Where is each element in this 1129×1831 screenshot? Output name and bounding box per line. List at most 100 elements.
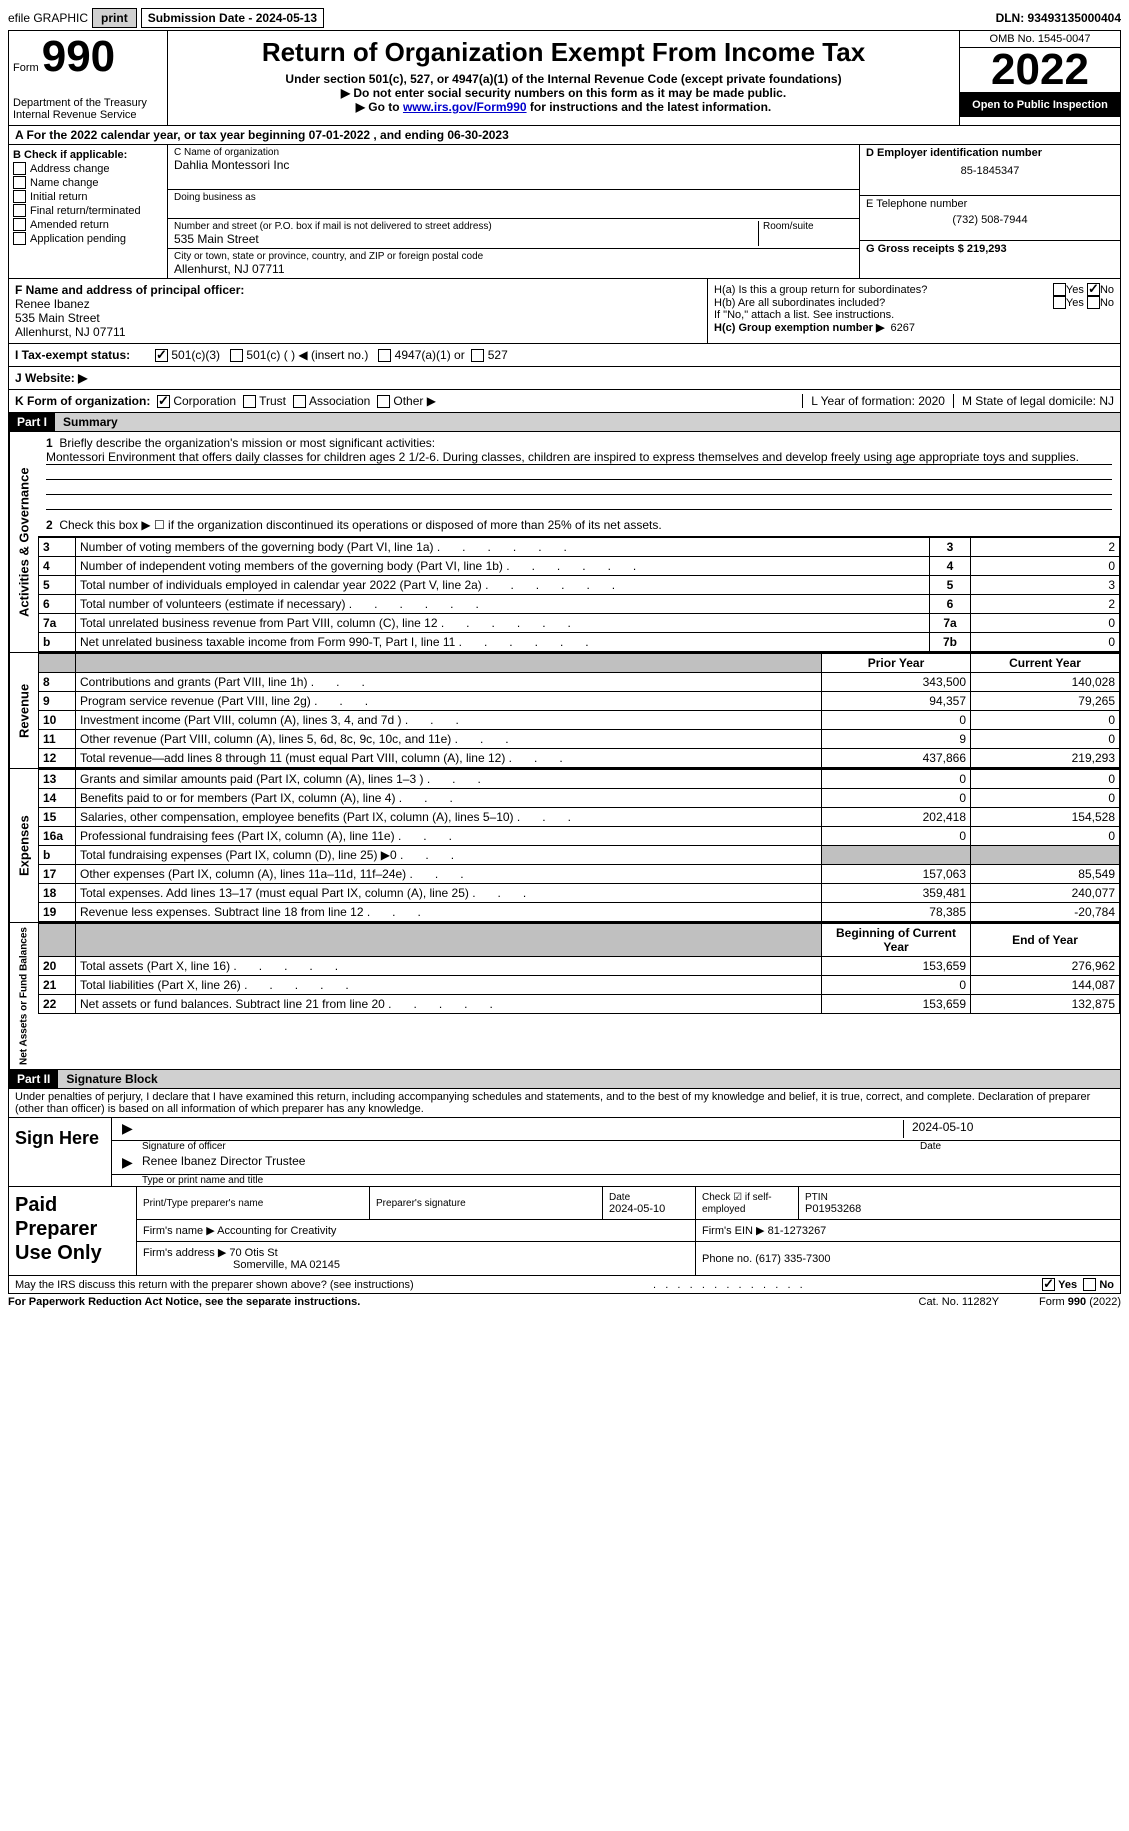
ha-label: H(a) Is this a group return for subordin…: [714, 284, 1053, 296]
b-label: B Check if applicable:: [13, 149, 163, 161]
mission-text: Montessori Environment that offers daily…: [46, 450, 1112, 465]
officer-addr1: 535 Main Street: [15, 311, 701, 325]
cb-assoc[interactable]: [293, 395, 306, 408]
cb-527[interactable]: [471, 349, 484, 362]
part1-header: Part I: [9, 413, 55, 431]
dept-label: Department of the Treasury: [13, 97, 163, 109]
line2-label: Check this box ▶ ☐ if the organization d…: [59, 518, 661, 532]
cb-final-return[interactable]: [13, 204, 26, 217]
cb-name-change[interactable]: [13, 176, 26, 189]
gov-table: 3Number of voting members of the governi…: [38, 537, 1120, 652]
net-table: Beginning of Current YearEnd of Year20To…: [38, 923, 1120, 1014]
hc-value: 6267: [891, 322, 915, 334]
e-label: E Telephone number: [866, 198, 1114, 210]
city-label: City or town, state or province, country…: [174, 251, 853, 262]
cb-initial-return[interactable]: [13, 190, 26, 203]
col-b-checkboxes: B Check if applicable: Address change Na…: [9, 145, 168, 278]
header-left: Form 990 Department of the Treasury Inte…: [9, 31, 168, 125]
m-state: M State of legal domicile: NJ: [953, 394, 1114, 408]
efile-label: efile GRAPHIC: [8, 11, 88, 25]
cb-hb-yes[interactable]: [1053, 296, 1066, 309]
col-c-identity: C Name of organization Dahlia Montessori…: [168, 145, 859, 278]
dba-label: Doing business as: [174, 192, 853, 203]
vert-net: Net Assets or Fund Balances: [9, 923, 38, 1069]
footer: For Paperwork Reduction Act Notice, see …: [8, 1294, 1121, 1310]
header-right: OMB No. 1545-0047 2022 Open to Public In…: [959, 31, 1120, 125]
date-label: Date: [920, 1141, 1120, 1152]
cb-ha-no[interactable]: [1087, 283, 1100, 296]
note-link: ▶ Go to www.irs.gov/Form990 for instruct…: [176, 100, 951, 114]
cb-ha-yes[interactable]: [1053, 283, 1066, 296]
line1-label: Briefly describe the organization's miss…: [59, 436, 435, 450]
officer-group-block: F Name and address of principal officer:…: [8, 279, 1121, 344]
part2-title: Signature Block: [58, 1070, 1120, 1088]
vert-expenses: Expenses: [9, 769, 38, 922]
j-label: J Website: ▶: [15, 371, 87, 385]
room-label: Room/suite: [758, 221, 853, 246]
identity-block: B Check if applicable: Address change Na…: [8, 145, 1121, 279]
org-name: Dahlia Montessori Inc: [174, 158, 853, 172]
cb-4947[interactable]: [378, 349, 391, 362]
dln: DLN: 93493135000404: [996, 11, 1121, 25]
discuss-row: May the IRS discuss this return with the…: [8, 1276, 1121, 1294]
i-label: I Tax-exempt status:: [15, 348, 155, 362]
top-bar: efile GRAPHIC print Submission Date - 20…: [8, 8, 1121, 28]
tax-year: 2022: [960, 48, 1120, 93]
cb-other[interactable]: [377, 395, 390, 408]
addr-label: Number and street (or P.O. box if mail i…: [174, 221, 758, 232]
open-inspection: Open to Public Inspection: [960, 93, 1120, 117]
f-label: F Name and address of principal officer:: [15, 283, 701, 297]
c-name-label: C Name of organization: [174, 147, 853, 158]
org-form-row: K Form of organization: Corporation Trus…: [8, 390, 1121, 413]
ein-value: 85-1845347: [866, 165, 1114, 177]
cb-amended[interactable]: [13, 218, 26, 231]
d-label: D Employer identification number: [866, 147, 1114, 159]
rev-table: Prior YearCurrent Year8Contributions and…: [38, 653, 1120, 768]
revenue-section: Revenue Prior YearCurrent Year8Contribut…: [8, 653, 1121, 769]
cb-app-pending[interactable]: [13, 232, 26, 245]
expenses-section: Expenses 13Grants and similar amounts pa…: [8, 769, 1121, 923]
k-label: K Form of organization:: [15, 394, 150, 408]
vert-revenue: Revenue: [9, 653, 38, 768]
hc-label: H(c) Group exemption number ▶: [714, 322, 884, 334]
header-center: Return of Organization Exempt From Incom…: [168, 31, 959, 125]
l-year: L Year of formation: 2020: [802, 394, 945, 408]
phone-value: (732) 508-7944: [866, 214, 1114, 226]
activities-section: Activities & Governance 1 Briefly descri…: [8, 432, 1121, 653]
website-row: J Website: ▶: [8, 367, 1121, 390]
part1-title: Summary: [55, 413, 1120, 431]
officer-name: Renee Ibanez: [15, 297, 701, 311]
officer-addr2: Allenhurst, NJ 07711: [15, 325, 701, 339]
officer-name-title: Renee Ibanez Director Trustee: [112, 1152, 1120, 1175]
note-ssn: ▶ Do not enter social security numbers o…: [176, 86, 951, 100]
irs-link[interactable]: www.irs.gov/Form990: [403, 100, 527, 114]
type-name-label: Type or print name and title: [112, 1175, 1120, 1186]
cb-trust[interactable]: [243, 395, 256, 408]
hb-note: If "No," attach a list. See instructions…: [714, 309, 1114, 321]
form-title: Return of Organization Exempt From Incom…: [176, 37, 951, 68]
sig-date: 2024-05-10: [903, 1120, 1112, 1138]
print-button[interactable]: print: [92, 8, 137, 28]
sign-here-label: Sign Here: [9, 1118, 112, 1186]
submission-date: Submission Date - 2024-05-13: [141, 8, 324, 28]
form-subtitle: Under section 501(c), 527, or 4947(a)(1)…: [176, 72, 951, 86]
cb-address-change[interactable]: [13, 162, 26, 175]
hb-label: H(b) Are all subordinates included?: [714, 297, 1053, 309]
g-gross-receipts: G Gross receipts $ 219,293: [866, 243, 1114, 255]
tax-exempt-row: I Tax-exempt status: 501(c)(3) 501(c) ( …: [8, 344, 1121, 367]
cb-501c[interactable]: [230, 349, 243, 362]
part2-header: Part II: [9, 1070, 58, 1088]
col-right-ein: D Employer identification number 85-1845…: [859, 145, 1120, 278]
cb-discuss-no[interactable]: [1083, 1278, 1096, 1291]
cb-discuss-yes[interactable]: [1042, 1278, 1055, 1291]
city-state-zip: Allenhurst, NJ 07711: [174, 262, 853, 276]
sig-officer-label: Signature of officer: [142, 1141, 920, 1152]
vert-activities: Activities & Governance: [9, 432, 38, 652]
paid-label: Paid Preparer Use Only: [9, 1187, 137, 1275]
form-label: Form: [13, 62, 39, 74]
cb-hb-no[interactable]: [1087, 296, 1100, 309]
cb-501c3[interactable]: [155, 349, 168, 362]
form-header: Form 990 Department of the Treasury Inte…: [8, 30, 1121, 126]
declaration-text: Under penalties of perjury, I declare th…: [8, 1089, 1121, 1118]
cb-corp[interactable]: [157, 395, 170, 408]
